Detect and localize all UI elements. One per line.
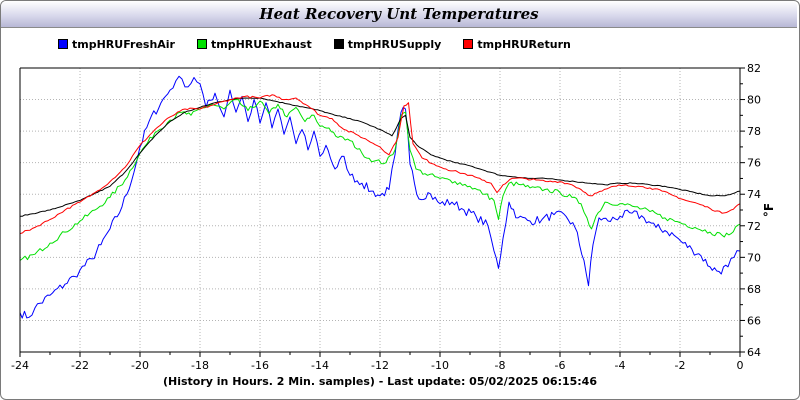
x-tick-label: -6 [555, 359, 566, 372]
chart-title: Heat Recovery Unt Temperatures [259, 5, 539, 23]
x-axis-label: (History in Hours. 2 Min. samples) - Las… [162, 375, 597, 388]
x-tick-label: -18 [191, 359, 209, 372]
x-tick-label: -2 [675, 359, 686, 372]
x-tick-label: -20 [131, 359, 149, 372]
legend-swatch-return [463, 39, 474, 49]
series-line-tmpHRUExhaust [19, 99, 741, 261]
series-line-tmpHRUReturn [19, 94, 741, 235]
y-tick-label: 72 [747, 220, 761, 233]
legend-item-supply: tmpHRUSupply [333, 37, 442, 51]
y-tick-label: 64 [747, 346, 761, 359]
y-tick-label: 74 [747, 188, 761, 201]
legend-item-exhaust: tmpHRUExhaust [197, 37, 312, 51]
legend-swatch-supply [333, 39, 344, 49]
legend-swatch-fresh-air [58, 39, 68, 49]
legend-label-return: tmpHRUReturn [477, 37, 571, 51]
y-tick-label: 82 [747, 62, 761, 75]
legend-swatch-exhaust [197, 39, 207, 49]
legend-item-return: tmpHRUReturn [463, 37, 571, 51]
x-tick-label: -24 [11, 359, 29, 372]
x-tick-label: -12 [371, 359, 389, 372]
series-line-tmpHRUSupply [19, 97, 741, 217]
y-tick-label: 70 [747, 251, 761, 264]
x-tick-label: 0 [737, 359, 744, 372]
y-tick-label: 78 [747, 125, 761, 138]
x-tick-label: -4 [615, 359, 626, 372]
x-tick-label: -14 [311, 359, 329, 372]
x-tick-label: -10 [431, 359, 449, 372]
legend-label-supply: tmpHRUSupply [347, 37, 442, 51]
title-bar: Heat Recovery Unt Temperatures [1, 1, 797, 28]
x-tick-label: -8 [495, 359, 506, 372]
legend-label-exhaust: tmpHRUExhaust [211, 37, 312, 51]
x-tick-label: -22 [71, 359, 89, 372]
legend: tmpHRUFreshAir tmpHRUExhaust tmpHRUSuppl… [58, 37, 593, 51]
x-tick-label: -16 [251, 359, 269, 372]
legend-item-fresh-air: tmpHRUFreshAir [58, 37, 175, 51]
y-tick-label: 68 [747, 283, 761, 296]
y-tick-label: 66 [747, 314, 761, 327]
y-tick-label: 76 [747, 157, 761, 170]
y-tick-label: 80 [747, 94, 761, 107]
y-axis-unit-label: °F [762, 203, 776, 217]
legend-label-fresh-air: tmpHRUFreshAir [72, 37, 175, 51]
